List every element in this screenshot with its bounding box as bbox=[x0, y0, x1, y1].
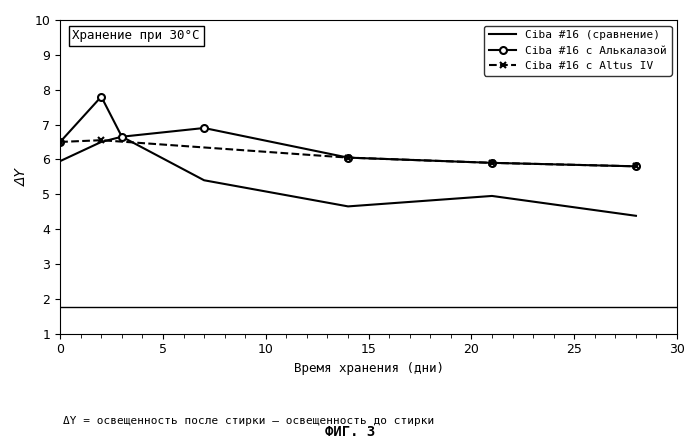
Legend: Ciba #16 (сравнение), Ciba #16 с Алькалазой, Ciba #16 с Altus IV: Ciba #16 (сравнение), Ciba #16 с Алькала… bbox=[484, 26, 671, 76]
Text: ΔY = освещенность после стирки – освещенность до стирки: ΔY = освещенность после стирки – освещен… bbox=[63, 416, 434, 427]
Text: ФИГ. 3: ФИГ. 3 bbox=[325, 424, 375, 439]
Y-axis label: ΔY: ΔY bbox=[15, 168, 29, 186]
Text: Хранение при 30°C: Хранение при 30°C bbox=[73, 29, 200, 43]
X-axis label: Время хранения (дни): Время хранения (дни) bbox=[293, 362, 444, 375]
